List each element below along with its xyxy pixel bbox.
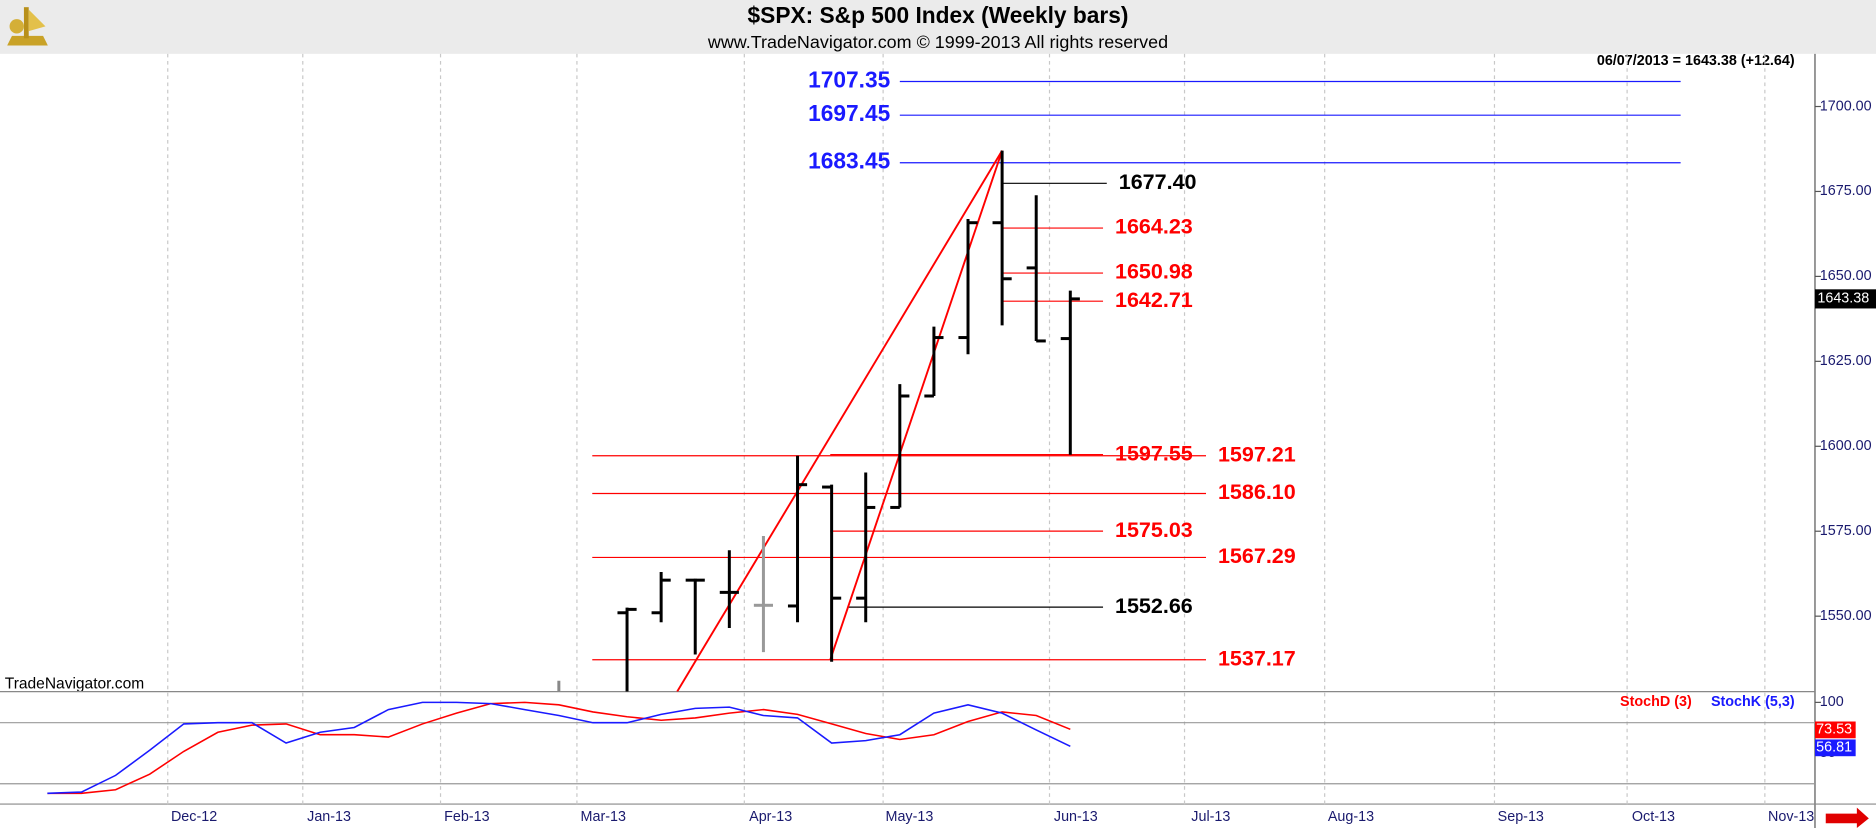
- price-panel: [557, 80, 1681, 692]
- level-label: 1707.35: [808, 67, 890, 93]
- logo: [7, 7, 48, 46]
- stoch-line: [47, 701, 1071, 795]
- x-tick-label: Apr-13: [749, 809, 792, 825]
- last-value-label: 73.53: [1816, 722, 1852, 738]
- y-tick-label: 100: [1820, 694, 1844, 710]
- last-value-badge: [1814, 721, 1856, 739]
- y-tick-label: 1625.00: [1820, 353, 1872, 369]
- level-label: 1567.29: [1218, 544, 1296, 568]
- header-quote: 06/07/2013 = 1643.38 (+12.64): [1597, 53, 1795, 69]
- x-tick-label: Mar-13: [581, 809, 626, 825]
- level-label: 1575.03: [1115, 518, 1193, 542]
- x-tick-label: Sep-13: [1498, 809, 1544, 825]
- x-tick-label: Dec-12: [171, 809, 217, 825]
- y-tick-label: 1600.00: [1820, 438, 1872, 454]
- y-tick-label: 1650.00: [1820, 268, 1872, 284]
- level-label: 1697.45: [808, 100, 890, 126]
- last-price-label: 1643.38: [1817, 291, 1869, 307]
- level-label: 1650.98: [1115, 260, 1193, 284]
- last-value-badge: [1814, 739, 1856, 757]
- x-tick-label: Jan-13: [307, 809, 351, 825]
- y-tick-label: 1550.00: [1820, 608, 1872, 624]
- x-tick-label: Nov-13: [1768, 809, 1814, 825]
- level-label: 1664.23: [1115, 215, 1193, 239]
- stoch-line: [47, 701, 1071, 795]
- chart-subtitle: www.TradeNavigator.com © 1999-2013 All r…: [707, 32, 1168, 52]
- chart-title: $SPX: S&p 500 Index (Weekly bars): [748, 2, 1129, 28]
- level-label: 1552.66: [1115, 594, 1193, 618]
- trend-line: [676, 150, 1003, 692]
- watermark: TradeNavigator.com: [5, 676, 144, 693]
- level-label: 1537.17: [1218, 646, 1296, 670]
- level-label: 1683.45: [808, 148, 890, 174]
- x-tick-label: Oct-13: [1632, 809, 1675, 825]
- level-label: 1642.71: [1115, 288, 1193, 312]
- scroll-arrow: [1825, 807, 1869, 828]
- title-bar: [0, 0, 1876, 54]
- x-tick-label: Aug-13: [1328, 809, 1374, 825]
- trend-line: [829, 150, 1004, 661]
- y-tick-label: 1575.00: [1820, 523, 1872, 539]
- x-tick-label: Feb-13: [444, 809, 489, 825]
- level-label: 1677.40: [1119, 170, 1197, 194]
- y-tick-label: 1700.00: [1820, 98, 1872, 114]
- last-value-label: 56.81: [1816, 740, 1852, 756]
- last-price-badge: [1814, 289, 1876, 309]
- legend-entry: StochD (3): [1620, 694, 1692, 710]
- x-tick-label: Jun-13: [1054, 809, 1098, 825]
- x-tick-label: May-13: [886, 809, 934, 825]
- x-tick-label: Jul-13: [1191, 809, 1230, 825]
- level-label: 1586.10: [1218, 480, 1296, 504]
- level-label: 1597.21: [1218, 442, 1296, 466]
- y-tick-label: 1675.00: [1820, 183, 1872, 199]
- level-label: 1597.55: [1115, 441, 1193, 465]
- legend-entry: StochK (5,3): [1711, 694, 1795, 710]
